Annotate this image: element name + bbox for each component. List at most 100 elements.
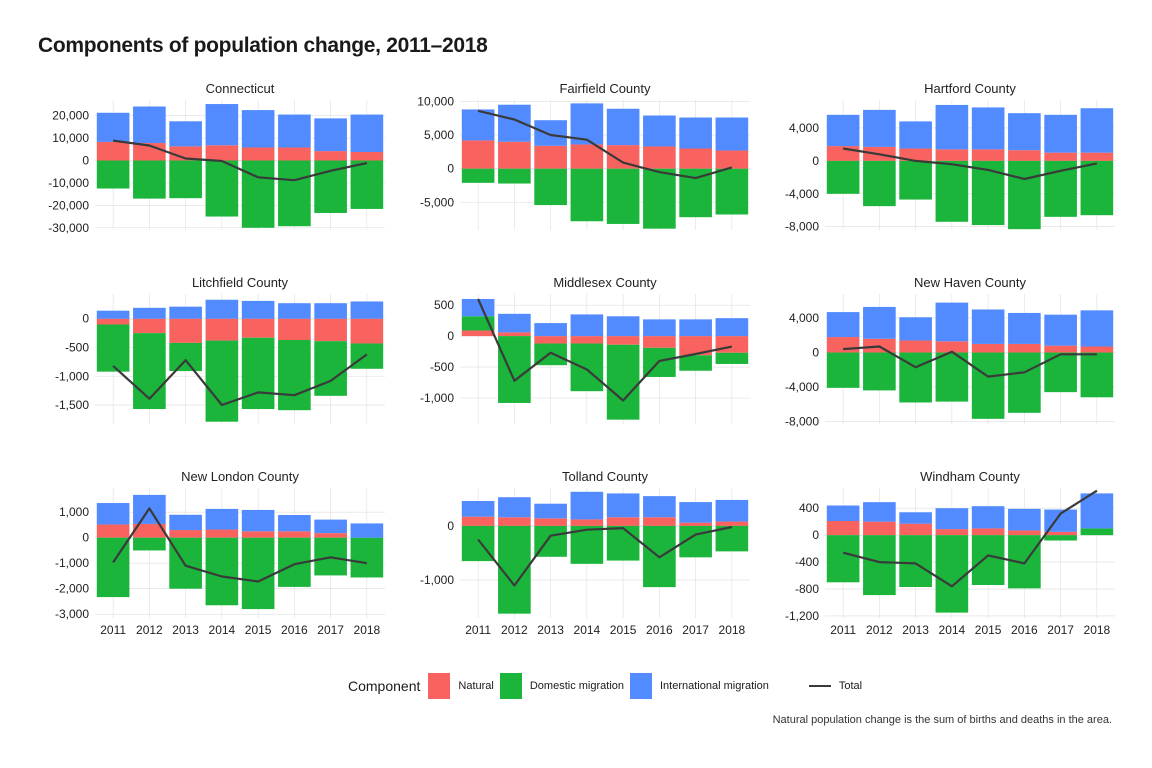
- x-tick-label: 2015: [610, 623, 637, 637]
- bar-international-migration-2013: [169, 514, 202, 531]
- bar-international-migration-2017: [679, 117, 712, 149]
- y-tick-label: 0: [812, 346, 819, 360]
- bar-domestic-migration-2013: [169, 160, 202, 199]
- panel-tolland-county: 0 -1,000 Tolland County 2011 2012 2013 2014 201…: [420, 469, 750, 637]
- y-tick-label: 10,000: [52, 131, 89, 145]
- y-tick-label: -1,000: [55, 556, 89, 570]
- bar-international-migration-2017: [1044, 114, 1077, 153]
- bar-natural-2014: [205, 145, 239, 161]
- bar-domestic-migration-2015: [606, 344, 640, 420]
- bar-international-migration-2013: [534, 503, 567, 519]
- bar-natural-2016: [1008, 343, 1041, 353]
- y-tick-label: -1,200: [785, 609, 819, 623]
- y-tick-label: -10,000: [48, 176, 89, 190]
- bar-natural-2011: [826, 337, 860, 353]
- panel-title: Fairfield County: [559, 81, 651, 96]
- legend-swatch-domestic: [499, 673, 522, 699]
- bar-domestic-migration-2018: [350, 537, 384, 578]
- bar-domestic-migration-2011: [826, 160, 860, 194]
- bar-domestic-migration-2012: [498, 168, 531, 184]
- bar-domestic-migration-2011: [461, 168, 495, 183]
- bar-natural-2015: [606, 517, 640, 526]
- y-tick-label: 0: [447, 329, 454, 343]
- total-line: [112, 507, 368, 583]
- x-tick-label: 2012: [501, 623, 528, 637]
- x-tick-label: 2011: [100, 623, 126, 637]
- bar-natural-2017: [1044, 345, 1077, 353]
- panel-title: Tolland County: [562, 469, 648, 484]
- panel-hartford-county: 4,000 0 -4,000 -8,000 Hartford County: [785, 81, 1115, 234]
- bar-domestic-migration-2018: [1080, 352, 1114, 398]
- bar-domestic-migration-2012: [133, 537, 166, 551]
- bar-domestic-migration-2011: [826, 352, 860, 388]
- bar-natural-2015: [971, 343, 1005, 353]
- bar-domestic-migration-2016: [1008, 160, 1041, 230]
- bar-international-migration-2012: [863, 109, 896, 147]
- bar-natural-2018: [715, 336, 749, 353]
- panel-connecticut: 20,000 10,000 0 -10,000 -20,000 -30,000 Connec…: [48, 81, 385, 235]
- bar-natural-2015: [241, 531, 275, 538]
- bar-natural-2011: [96, 318, 130, 325]
- bar-international-migration-2015: [971, 506, 1005, 529]
- bar-natural-2011: [96, 141, 130, 161]
- bar-domestic-migration-2017: [679, 355, 712, 371]
- panel-new-london-county: 1,000 0 -1,000 -2,000 -3,000 New London Count…: [55, 469, 385, 637]
- bar-natural-2014: [570, 519, 604, 526]
- y-tick-label: -400: [795, 555, 819, 569]
- y-tick-label: 500: [434, 298, 454, 312]
- bar-domestic-migration-2011: [96, 324, 130, 372]
- legend-label-total: Total: [838, 680, 863, 692]
- bar-international-migration-2016: [1008, 312, 1041, 344]
- bar-domestic-migration-2012: [863, 160, 896, 207]
- y-tick-label: -4,000: [785, 380, 819, 394]
- bar-domestic-migration-2015: [241, 160, 275, 228]
- y-tick-label: 4,000: [789, 311, 819, 325]
- x-tick-label: 2018: [354, 623, 381, 637]
- bar-natural-2011: [461, 330, 495, 337]
- x-tick-label: 2015: [975, 623, 1002, 637]
- bar-international-migration-2016: [643, 496, 676, 518]
- bar-domestic-migration-2013: [899, 535, 932, 588]
- bar-natural-2017: [314, 533, 347, 538]
- bar-natural-2014: [205, 318, 239, 341]
- x-tick-label: 2017: [682, 623, 709, 637]
- bar-natural-2018: [350, 318, 384, 344]
- bar-international-migration-2015: [241, 300, 275, 319]
- panel-title: Hartford County: [924, 81, 1016, 96]
- bar-natural-2011: [96, 524, 130, 538]
- bar-international-migration-2017: [314, 303, 347, 319]
- panel-title: New Haven County: [914, 275, 1026, 290]
- bar-natural-2011: [826, 521, 860, 536]
- bar-natural-2013: [899, 148, 932, 161]
- bar-domestic-migration-2014: [935, 535, 969, 613]
- y-tick-label: 0: [812, 528, 819, 542]
- bar-international-migration-2011: [461, 501, 495, 517]
- y-tick-label: 0: [447, 519, 454, 533]
- bar-natural-2018: [350, 152, 384, 161]
- legend-label-natural: Natural: [458, 680, 494, 692]
- y-tick-label: -30,000: [48, 221, 89, 235]
- y-tick-label: -500: [65, 340, 89, 354]
- bar-natural-2013: [169, 530, 202, 538]
- bar-domestic-migration-2014: [205, 160, 239, 217]
- bar-natural-2012: [133, 318, 166, 334]
- panel-title: Middlesex County: [553, 275, 657, 290]
- total-line: [842, 147, 1098, 181]
- bar-international-migration-2016: [1008, 508, 1041, 531]
- y-tick-label: 0: [82, 312, 89, 326]
- bar-natural-2012: [498, 332, 531, 337]
- bar-natural-2014: [935, 149, 969, 161]
- panel-title: Windham County: [920, 469, 1020, 484]
- bar-domestic-migration-2014: [205, 537, 239, 606]
- bar-international-migration-2013: [169, 121, 202, 147]
- y-tick-label: 4,000: [789, 121, 819, 135]
- bar-domestic-migration-2014: [935, 160, 969, 222]
- x-tick-label: 2013: [537, 623, 564, 637]
- bar-natural-2015: [971, 528, 1005, 536]
- bar-domestic-migration-2015: [606, 525, 640, 561]
- bar-international-migration-2012: [863, 502, 896, 522]
- bar-natural-2015: [606, 336, 640, 345]
- bar-international-migration-2011: [826, 505, 860, 522]
- bar-natural-2016: [1008, 150, 1041, 161]
- bar-domestic-migration-2014: [205, 340, 239, 422]
